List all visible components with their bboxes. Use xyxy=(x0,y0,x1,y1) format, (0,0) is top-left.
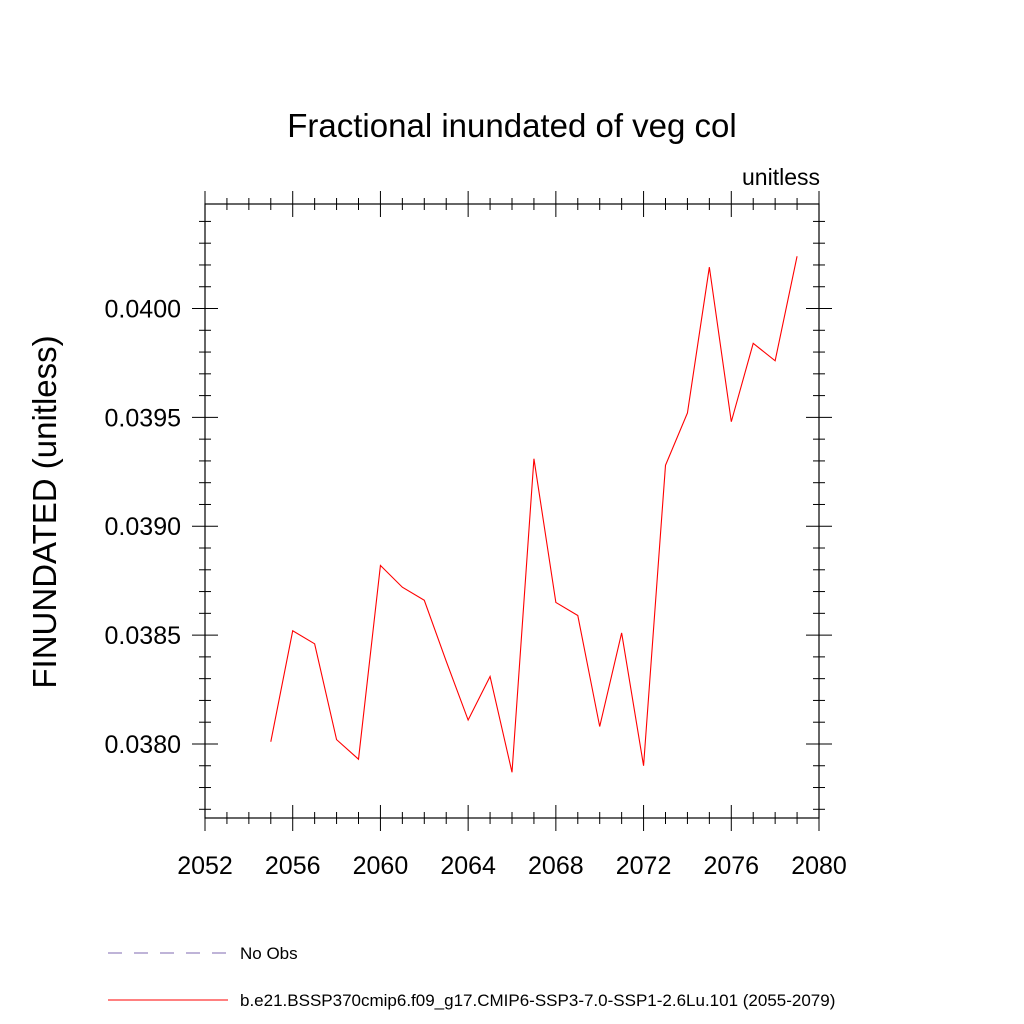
x-tick-label: 2052 xyxy=(177,852,233,880)
y-tick-label: 0.0400 xyxy=(105,296,181,324)
legend: No Obs b.e21.BSSP370cmip6.f09_g17.CMIP6-S… xyxy=(108,944,835,1010)
y-tick-label: 0.0385 xyxy=(105,622,181,650)
axis-ticks: 2052 2056 2060 2064 2068 2072 2076 2080 0.0380 0.… xyxy=(105,191,847,880)
plot-frame xyxy=(204,203,820,819)
series-layer xyxy=(270,256,798,773)
chart-title: Fractional inundated of veg col xyxy=(287,107,736,144)
y-tick-label: 0.0395 xyxy=(105,404,181,432)
x-tick-label: 2072 xyxy=(616,852,672,880)
x-tick-label: 2056 xyxy=(265,852,321,880)
x-tick-label: 2060 xyxy=(353,852,409,880)
legend-label: b.e21.BSSP370cmip6.f09_g17.CMIP6-SSP3-7.… xyxy=(240,991,835,1010)
x-tick-label: 2080 xyxy=(791,852,847,880)
x-tick-label: 2068 xyxy=(528,852,584,880)
series-line xyxy=(270,256,798,773)
x-tick-label: 2076 xyxy=(703,852,759,880)
x-tick-label: 2064 xyxy=(440,852,496,880)
legend-label: No Obs xyxy=(240,944,298,963)
y-tick-label: 0.0380 xyxy=(105,731,181,759)
y-tick-label: 0.0390 xyxy=(105,513,181,541)
units-label: unitless xyxy=(742,164,820,190)
y-axis-title: FINUNDATED (unitless) xyxy=(26,335,63,688)
